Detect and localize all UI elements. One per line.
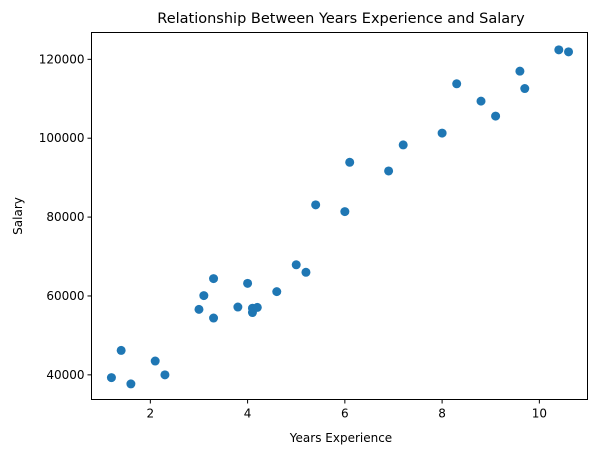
data-point-9 [233,302,243,312]
y-tick-label-100000: 100000 [39,131,85,145]
x-tick-label-2: 2 [147,407,155,421]
plot-area [106,45,574,389]
data-point-7 [209,313,219,323]
data-point-13 [252,302,262,312]
x-tick-label-10: 10 [532,407,547,421]
x-tick-label-8: 8 [438,407,446,421]
data-point-5 [194,304,204,314]
x-axis-label: Years Experience [289,431,392,445]
data-point-19 [345,157,355,167]
data-point-21 [398,140,408,150]
data-point-15 [291,260,301,270]
x-tick-label-6: 6 [341,407,349,421]
data-point-4 [160,370,170,380]
data-point-28 [554,45,564,55]
data-point-23 [452,79,462,89]
y-tick-label-40000: 40000 [46,368,84,382]
y-axis: 40000 60000 80000 100000 120000 [39,52,92,382]
data-point-16 [301,267,311,277]
data-point-22 [437,128,447,138]
data-point-14 [272,287,282,297]
y-tick-label-80000: 80000 [46,210,84,224]
data-point-17 [311,200,321,210]
data-point-1 [116,345,126,355]
data-point-2 [126,379,136,389]
x-tick-label-4: 4 [244,407,252,421]
chart-title: Relationship Between Years Experience an… [157,11,525,27]
data-point-18 [340,207,350,217]
data-point-3 [150,356,160,366]
y-tick-label-120000: 120000 [39,52,85,66]
y-axis-label: Salary [11,197,25,235]
data-point-29 [564,47,574,57]
plot-frame [91,32,588,400]
data-point-6 [199,291,209,301]
y-tick-label-60000: 60000 [46,289,84,303]
data-point-24 [476,96,486,106]
x-axis: 2 4 6 8 10 [147,399,547,421]
data-point-10 [243,278,253,288]
data-point-20 [384,166,394,176]
data-point-25 [491,111,501,121]
data-point-0 [106,373,116,383]
data-point-26 [515,66,525,76]
data-point-8 [209,274,219,284]
data-point-27 [520,84,530,94]
